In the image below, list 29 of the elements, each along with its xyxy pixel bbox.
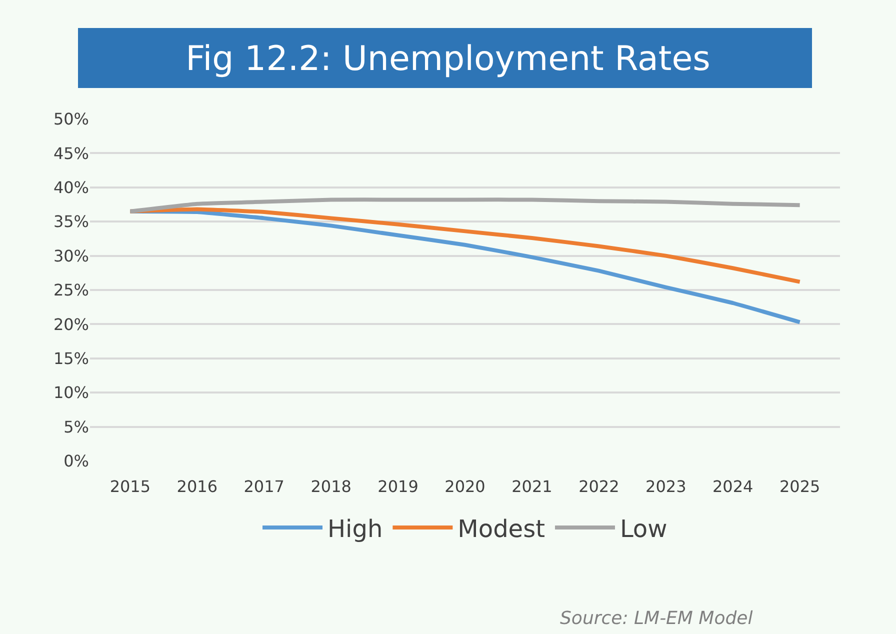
x-tick-label: 2021 bbox=[512, 477, 552, 496]
y-tick-label: 50% bbox=[53, 110, 89, 129]
y-tick-label: 10% bbox=[53, 383, 89, 402]
y-tick-label: 5% bbox=[64, 417, 89, 436]
x-tick-label: 2018 bbox=[310, 477, 352, 496]
x-tick-label: 2020 bbox=[444, 477, 486, 496]
legend-label: Low bbox=[620, 514, 668, 543]
line-series bbox=[128, 207, 802, 284]
y-tick-label: 0% bbox=[64, 452, 89, 471]
legend-label: High bbox=[328, 514, 383, 543]
x-tick-label: 2024 bbox=[712, 477, 754, 496]
y-tick-label: 35% bbox=[53, 212, 89, 232]
x-tick-label: 2023 bbox=[646, 477, 686, 496]
y-tick-label: 30% bbox=[53, 246, 89, 266]
source-note: Source: LM-EM Model bbox=[560, 608, 753, 629]
y-tick-label: 45% bbox=[53, 144, 89, 163]
x-tick-label: 2016 bbox=[176, 477, 218, 496]
x-tick-label: 2025 bbox=[779, 477, 820, 496]
chart-title: Fig 12.2: Unemployment Rates bbox=[186, 38, 710, 79]
y-tick-label: 40% bbox=[53, 178, 89, 197]
x-tick-label: 2017 bbox=[244, 477, 284, 496]
x-tick-label: 2019 bbox=[378, 477, 418, 496]
y-tick-label: 25% bbox=[53, 280, 89, 300]
x-tick-label: 2022 bbox=[578, 477, 620, 496]
legend-label: Modest bbox=[458, 514, 545, 543]
y-tick-label: 15% bbox=[53, 349, 89, 368]
line-series bbox=[128, 198, 802, 214]
y-tick-label: 20% bbox=[53, 314, 89, 334]
x-tick-label: 2015 bbox=[110, 477, 151, 496]
